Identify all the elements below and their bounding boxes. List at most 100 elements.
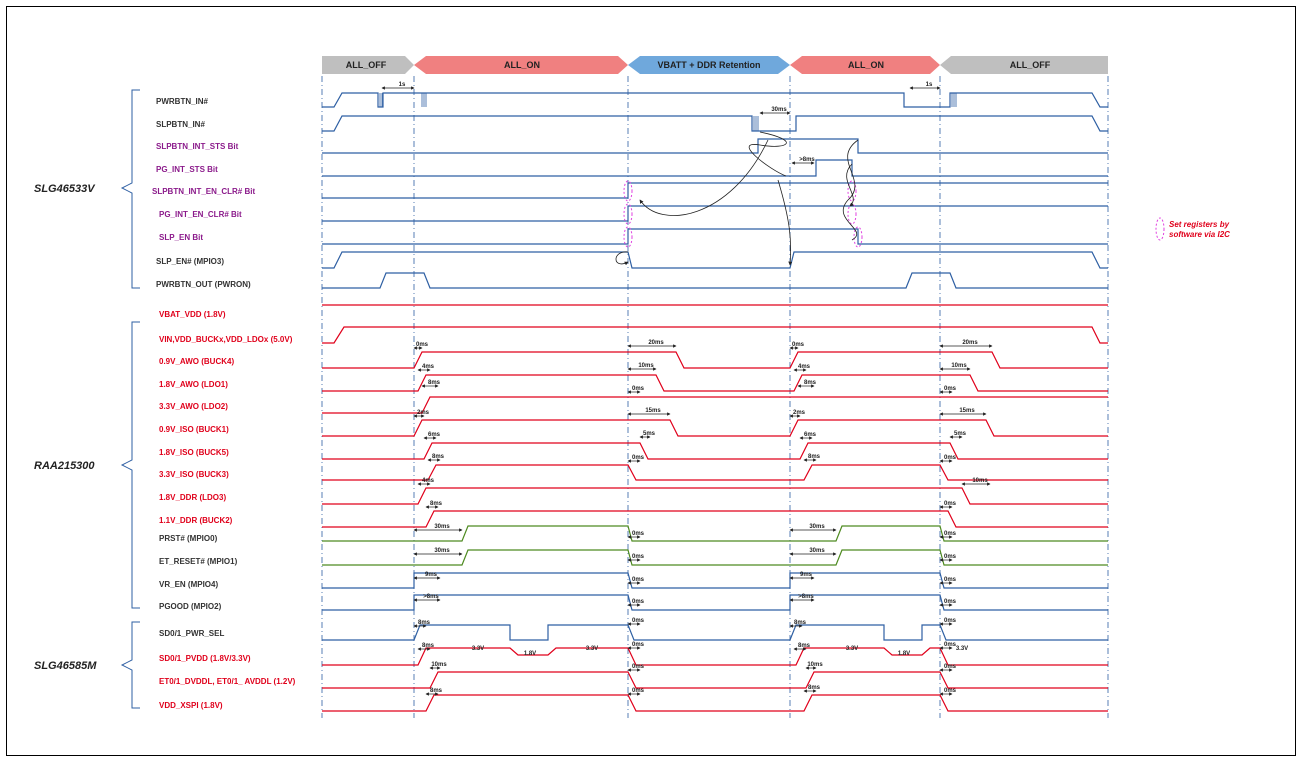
signal-label-25: ET0/1_DVDDL, ET0/1_ AVDDL (1.2V) [159,677,296,686]
timing-label-37: 0ms [632,554,645,560]
group-label-raa215300: RAA215300 [34,460,95,472]
timing-label-3: >8ms [799,157,815,163]
signal-label-2: SLPBTN_INT_STS Bit [156,142,239,151]
phase-bar-off-1 [322,56,414,74]
wave-pg-int-sts [322,159,1108,177]
signal-label-21: VR_EN (MPIO4) [159,580,218,589]
voltage-label-4: 1.8V [898,651,910,657]
timing-label-19: 15ms [959,408,975,414]
timing-label-47: 0ms [944,599,957,605]
wave-pgood [322,594,1108,611]
wave-0v9-awo [322,351,1108,369]
timing-label-18: 2ms [793,410,806,416]
timing-annotations: 1s 1s 30ms >8ms 0ms 20ms 0ms 20ms 4ms 10ms 4ms 10ms… [381,82,993,696]
signal-label-17: 1.8V_DDR (LDO3) [159,493,226,502]
wave-slpbtn-int-sts [322,138,1108,154]
signal-label-20: ET_RESET# (MPIO1) [159,557,238,566]
timing-label-31: 0ms [944,501,957,507]
timing-label-8: 4ms [422,364,435,370]
timing-label-17: 15ms [645,408,661,414]
phase-bar-retention [628,56,790,74]
wave-vr-en [322,572,1108,589]
timing-label-1: 1s [926,82,933,88]
signal-label-15: 1.8V_ISO (BUCK5) [159,448,229,457]
voltage-label-5: 3.3V [956,646,968,652]
timing-label-42: 9ms [800,572,813,578]
diagram-frame [6,6,1296,756]
timing-label-55: 0ms [944,642,957,648]
signal-label-23: SD0/1_PWR_SEL [159,629,224,638]
phase-label-4: ALL_ON [848,60,884,70]
timing-label-30: 8ms [430,501,443,507]
signal-label-26: VDD_XSPI (1.8V) [159,701,223,710]
timing-label-62: 8ms [808,685,821,691]
timing-label-40: 9ms [425,572,438,578]
wave-pg-int-en-clr [322,205,1108,222]
signal-label-4: SLPBTN_INT_EN_CLR# Bit [152,187,255,196]
wave-slp-en [322,251,1108,269]
timing-label-4: 0ms [416,342,429,348]
signal-label-22: PGOOD (MPIO2) [159,602,222,611]
timing-label-38: 30ms [809,548,825,554]
waveforms [322,92,1108,712]
timing-label-50: 8ms [794,620,807,626]
wave-slpbtn-in [322,115,1108,132]
signal-label-19: PRST# (MPIO0) [159,534,218,543]
timing-label-28: 4ms [422,478,435,484]
wave-1v8-iso [322,442,1108,460]
timing-label-43: 0ms [944,577,957,583]
phase-bar-off-2 [940,56,1108,74]
wave-3v3-iso [322,464,1108,481]
timing-label-36: 30ms [434,548,450,554]
wave-vdd-xspi [322,694,1108,712]
wave-1v8-awo [322,374,1108,392]
timing-label-51: 0ms [944,618,957,624]
timing-label-12: 8ms [428,380,441,386]
signal-label-14: 0.9V_ISO (BUCK1) [159,425,229,434]
timing-label-22: 6ms [804,432,817,438]
timing-label-44: >8ms [423,594,439,600]
timing-label-63: 0ms [944,688,957,694]
signal-label-9: VBAT_VDD (1.8V) [159,310,226,319]
timing-label-21: 5ms [643,431,656,437]
timing-label-7: 20ms [962,340,978,346]
voltage-label-1: 1.8V [524,651,536,657]
timing-label-27: 0ms [944,455,957,461]
timing-label-56: 10ms [431,662,447,668]
signal-label-8: PWRBTN_OUT (PWRON) [156,280,251,289]
timing-label-6: 0ms [792,342,805,348]
timing-label-13: 0ms [632,386,645,392]
timing-label-10: 4ms [798,364,811,370]
signal-label-5: PG_INT_EN_CLR# Bit [159,210,242,219]
timing-label-14: 8ms [804,380,817,386]
note-line-1: Set registers by [1169,220,1230,229]
timing-label-59: 0ms [944,664,957,670]
signal-label-3: PG_INT_STS Bit [156,165,218,174]
phase-label-2: ALL_ON [504,60,540,70]
wave-pwrbtn-out [322,272,1108,289]
group-label-slg46533v: SLG46533V [34,183,96,195]
signal-label-6: SLP_EN Bit [159,233,203,242]
voltage-label-0: 3.3V [472,646,484,652]
timing-label-25: 0ms [632,455,645,461]
phase-bar-on-1 [414,56,628,74]
signal-label-0: PWRBTN_IN# [156,97,209,106]
timing-label-16: 2ms [417,410,430,416]
timing-label-52: 8ms [422,643,435,649]
timing-label-49: 0ms [632,618,645,624]
timing-label-32: 30ms [434,524,450,530]
wave-slp-en-bit [322,228,1108,245]
phase-bars: ALL_OFF ALL_ON VBATT + DDR Retention ALL… [322,56,1108,74]
wave-vin [322,326,1108,344]
timing-label-61: 0ms [632,688,645,694]
wave-slpbtn-int-en-clr [322,182,1108,199]
phase-bar-on-2 [790,56,940,74]
wave-prst [322,525,1108,542]
timing-label-20: 6ms [428,432,441,438]
timing-label-46: >8ms [798,594,814,600]
note-line-2: software via I2C [1169,230,1230,239]
voltage-label-3: 3.3V [846,646,858,652]
signal-label-18: 1.1V_DDR (BUCK2) [159,516,233,525]
causal-arrows [615,131,859,266]
